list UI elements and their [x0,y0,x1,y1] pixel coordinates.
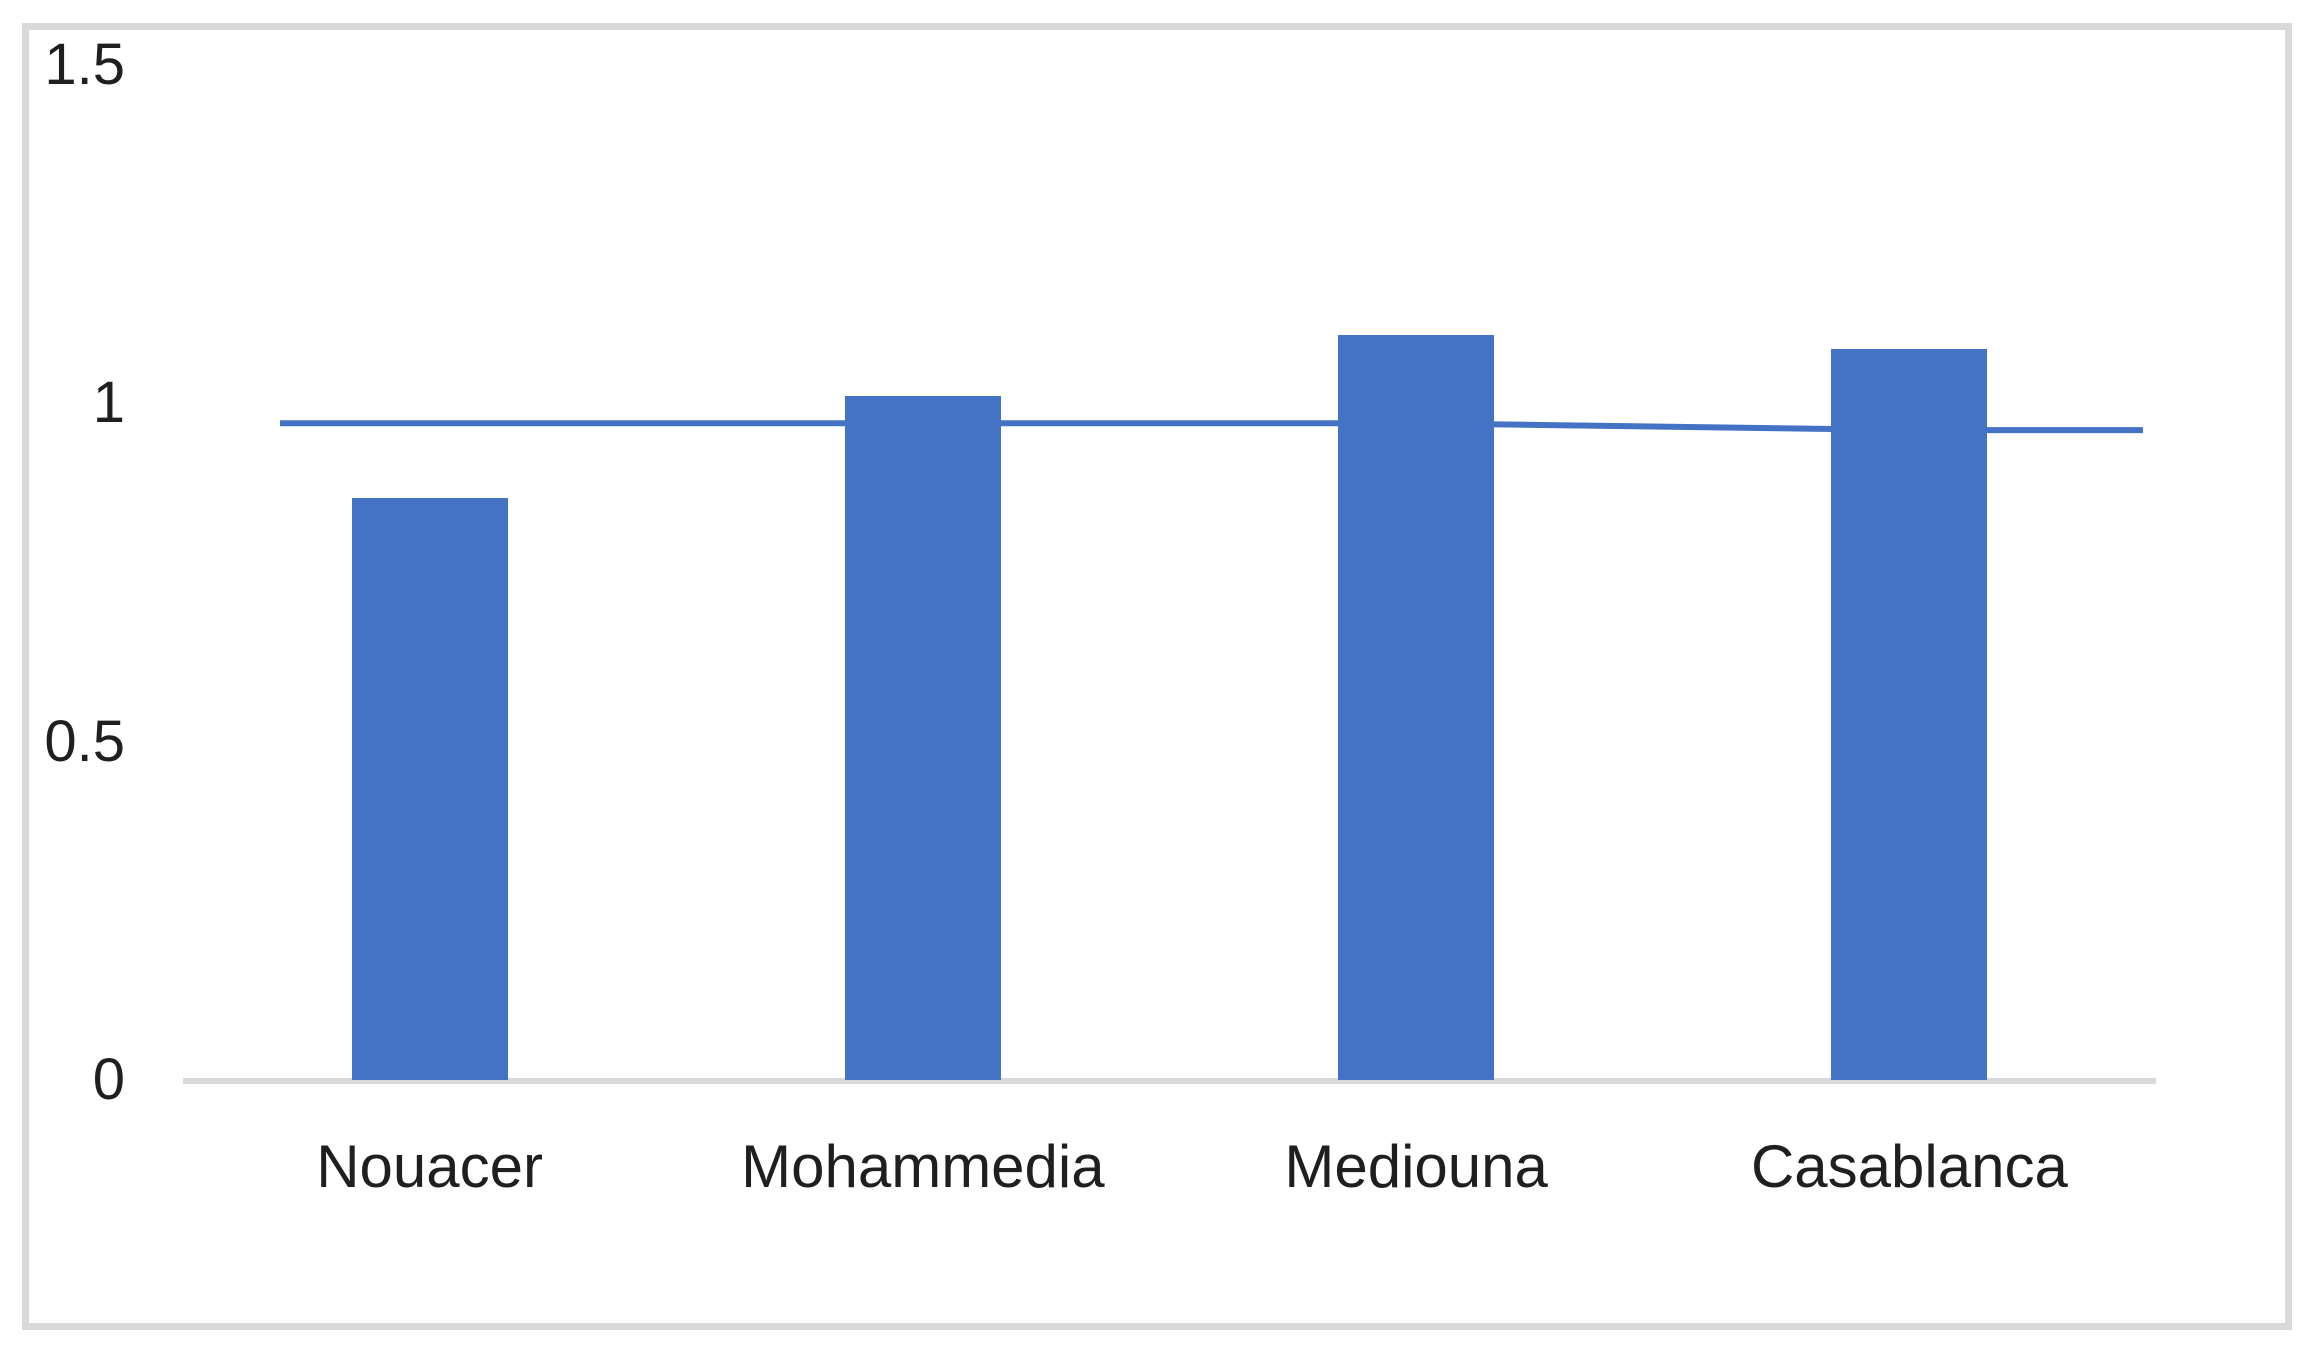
bar-casablanca [1831,348,1988,1080]
bar-mediouna [1338,335,1495,1080]
y-axis-tick-label: 0 [92,1047,125,1112]
y-axis-tick-label: 1.5 [44,31,125,97]
x-axis-category-label: Mediouna [1284,1133,1548,1200]
x-axis-category-label: Nouacer [316,1133,544,1200]
x-axis-category-label: Casablanca [1750,1133,2068,1200]
bar-nouacer [351,497,508,1080]
y-axis-tick-label: 0.5 [44,708,125,774]
y-axis-tick-label: 1 [92,370,125,435]
x-axis-line [183,1078,2156,1084]
bar-mohammedia [844,396,1001,1080]
x-axis-category-label: Mohammedia [741,1133,1105,1200]
